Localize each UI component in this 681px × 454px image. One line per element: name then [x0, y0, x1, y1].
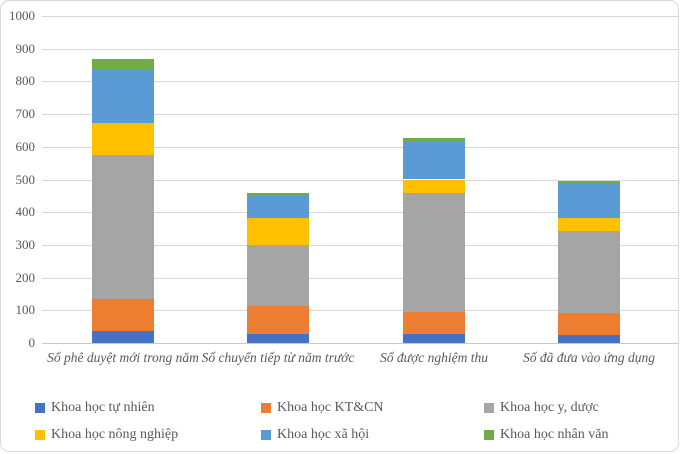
y-tick-label: 100 — [15, 302, 36, 317]
y-tick-label: 600 — [15, 139, 36, 154]
bar-segment — [247, 245, 309, 307]
legend-swatch-icon — [484, 430, 494, 440]
gridline — [42, 278, 678, 279]
x-tick-label: Số phê duyệt mới trong năm — [47, 350, 199, 365]
x-axis-line — [42, 343, 678, 344]
bar-segment — [92, 68, 154, 124]
y-tick-label: 300 — [15, 237, 36, 252]
legend-label: Khoa học tự nhiên — [51, 400, 155, 415]
legend-item: Khoa học KT&CN — [261, 401, 384, 415]
bar-segment — [403, 179, 465, 194]
y-tick-label: 0 — [28, 335, 36, 350]
y-tick-label: 900 — [15, 41, 36, 56]
bar-segment — [92, 298, 154, 331]
legend-label: Khoa học nhân văn — [500, 427, 609, 442]
bar-segment — [403, 193, 465, 313]
legend-label: Khoa học xã hội — [277, 427, 370, 442]
bar-segment — [247, 192, 309, 195]
legend-label: Khoa học nông nghiệp — [51, 427, 179, 442]
legend-swatch-icon — [261, 403, 271, 413]
legend-swatch-icon — [484, 403, 494, 413]
gridline — [42, 245, 678, 246]
bar-segment — [247, 194, 309, 219]
bar-segment — [247, 306, 309, 334]
bar-segment — [558, 184, 620, 219]
bar-segment — [92, 330, 154, 343]
bar-segment — [558, 334, 620, 343]
legend-item: Khoa học y, dược — [484, 401, 599, 415]
legend-swatch-icon — [261, 430, 271, 440]
y-tick-label: 700 — [15, 106, 36, 121]
y-tick-label: 800 — [15, 73, 36, 88]
bar-segment — [92, 59, 154, 69]
gridline — [42, 16, 678, 17]
gridline — [42, 180, 678, 181]
bar-segment — [403, 312, 465, 335]
gridline — [42, 212, 678, 213]
bar-segment — [247, 218, 309, 246]
legend-item: Khoa học nhân văn — [484, 428, 608, 442]
gridline — [42, 147, 678, 148]
bar-segment — [403, 138, 465, 143]
bar-segment — [558, 181, 620, 185]
gridline — [42, 310, 678, 311]
gridline — [42, 114, 678, 115]
bar-segment — [558, 218, 620, 231]
y-tick-label: 500 — [15, 172, 36, 187]
y-tick-label: 1000 — [9, 8, 35, 23]
bar-segment — [403, 142, 465, 180]
bar-segment — [247, 333, 309, 343]
bar-segment — [403, 334, 465, 343]
bar-segment — [92, 123, 154, 155]
legend-label: Khoa học y, dược — [500, 400, 599, 415]
legend-item: Khoa học nông nghiệp — [35, 428, 178, 442]
x-tick-label: Số đã đưa vào ứng dụng — [522, 350, 656, 365]
x-tick-label: Số được nghiệm thu — [380, 350, 488, 365]
gridline — [42, 81, 678, 82]
x-tick-label: Số chuyển tiếp từ năm trước — [201, 350, 355, 365]
gridline — [42, 49, 678, 50]
legend-swatch-icon — [35, 403, 45, 413]
bar-segment — [558, 312, 620, 335]
legend-swatch-icon — [35, 430, 45, 440]
legend-label: Khoa học KT&CN — [277, 400, 384, 415]
y-tick-label: 400 — [15, 204, 36, 219]
bar-segment — [558, 230, 620, 313]
bar-segment — [92, 154, 154, 299]
legend-item: Khoa học xã hội — [261, 428, 369, 442]
legend-item: Khoa học tự nhiên — [35, 401, 155, 415]
y-tick-label: 200 — [15, 270, 36, 285]
